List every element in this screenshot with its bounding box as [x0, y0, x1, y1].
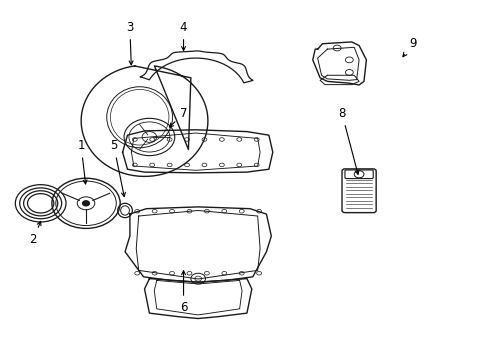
Text: 6: 6: [180, 271, 187, 314]
Text: 5: 5: [110, 139, 125, 197]
Circle shape: [82, 201, 89, 206]
Text: 7: 7: [169, 107, 187, 127]
Text: 2: 2: [30, 221, 41, 246]
Text: 9: 9: [402, 37, 416, 57]
Text: 8: 8: [338, 107, 358, 174]
Text: 3: 3: [126, 21, 133, 65]
Text: 4: 4: [180, 21, 187, 50]
Text: 1: 1: [77, 139, 87, 184]
